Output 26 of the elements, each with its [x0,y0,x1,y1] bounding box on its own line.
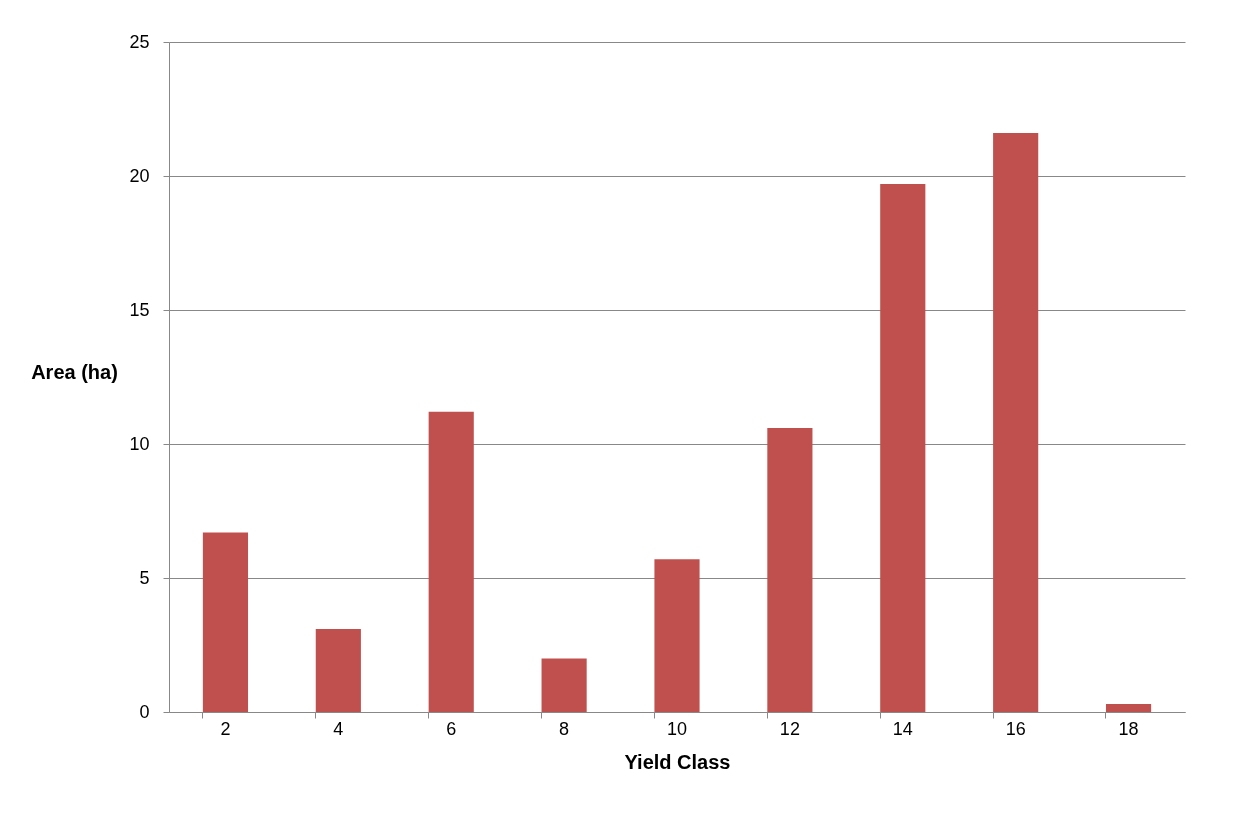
bar [767,427,813,712]
x-tick-label: 6 [446,718,457,739]
x-tick-label: 10 [666,718,688,739]
bar [1105,703,1152,712]
x-tick-label: 12 [779,718,800,739]
x-tick-label: 16 [1005,718,1026,739]
y-tick-label: 25 [129,31,150,52]
x-tick-label: 4 [333,718,344,739]
y-tick-label: 5 [139,567,150,588]
y-axis-title: Area (ha) [31,360,118,383]
bar [315,628,361,712]
x-tick-label: 8 [559,718,570,739]
bar [654,559,700,712]
y-tick-label: 0 [139,701,150,722]
x-tick-label: 18 [1118,718,1139,739]
y-tick-label: 20 [129,165,150,186]
bar [993,133,1039,712]
bar [428,411,474,712]
x-tick-label: 2 [220,718,231,739]
y-tick-label: 15 [129,299,150,320]
y-tick-label: 10 [129,433,150,454]
bar [202,532,249,712]
x-axis-title: Yield Class [624,750,731,773]
x-tick-label: 14 [892,718,913,739]
bar [541,658,587,712]
bar [880,184,926,712]
